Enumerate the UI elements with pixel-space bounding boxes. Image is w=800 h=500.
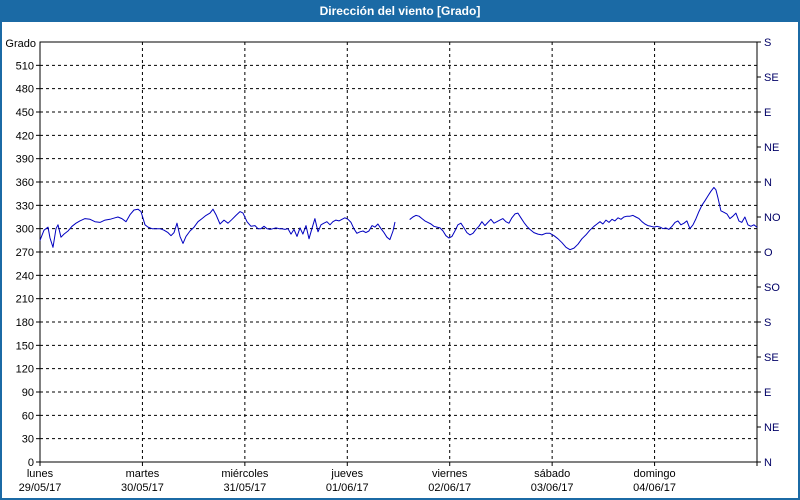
y-tick-label: 90 (22, 387, 34, 399)
x-date-label: 02/06/17 (428, 482, 471, 494)
compass-tick-label: N (764, 457, 772, 469)
compass-tick-label: NE (764, 422, 779, 434)
compass-tick-label: S (764, 317, 771, 329)
x-date-label: 29/05/17 (19, 482, 62, 494)
y-tick-label: 450 (16, 107, 34, 119)
y-axis-title: Grado (5, 38, 36, 50)
compass-tick-label: NO (764, 212, 781, 224)
x-day-label: viernes (432, 468, 468, 480)
compass-tick-label: SE (764, 352, 779, 364)
x-day-label: jueves (330, 468, 363, 480)
compass-tick-label: E (764, 387, 771, 399)
y-tick-label: 390 (16, 154, 34, 166)
chart-title: Dirección del viento [Grado] (319, 4, 481, 18)
x-day-label: martes (126, 468, 160, 480)
y-tick-label: 240 (16, 270, 34, 282)
y-tick-label: 150 (16, 340, 34, 352)
x-date-label: 04/06/17 (633, 482, 676, 494)
y-tick-label: 420 (16, 130, 34, 142)
compass-tick-label: N (764, 177, 772, 189)
compass-tick-label: O (764, 247, 773, 259)
y-tick-label: 330 (16, 200, 34, 212)
y-tick-label: 360 (16, 177, 34, 189)
y-tick-label: 180 (16, 317, 34, 329)
compass-tick-label: S (764, 37, 771, 49)
x-day-label: domingo (633, 468, 675, 480)
y-tick-label: 0 (28, 457, 34, 469)
data-series-line (39, 208, 396, 248)
x-date-label: 03/06/17 (531, 482, 574, 494)
x-day-label: lunes (27, 468, 54, 480)
compass-tick-label: SO (764, 282, 780, 294)
data-series-line (409, 186, 758, 251)
x-day-label: miércoles (221, 468, 269, 480)
compass-tick-label: NE (764, 142, 779, 154)
x-date-label: 31/05/17 (223, 482, 266, 494)
compass-tick-label: E (764, 107, 771, 119)
compass-tick-label: SE (764, 72, 779, 84)
plot-background (40, 42, 757, 462)
x-date-label: 30/05/17 (121, 482, 164, 494)
y-tick-label: 480 (16, 84, 34, 96)
wind-direction-chart: 0 30 60 90 120 150 180 210 240 270 300 330 360 390 420… (5, 37, 781, 494)
y-tick-label: 270 (16, 247, 34, 259)
y-tick-label: 510 (16, 60, 34, 72)
x-date-label: 01/06/17 (326, 482, 369, 494)
y-tick-label: 210 (16, 294, 34, 306)
y-tick-label: 300 (16, 224, 34, 236)
y-tick-label: 30 (22, 434, 34, 446)
y-tick-label: 60 (22, 410, 34, 422)
chart-area: 0 30 60 90 120 150 180 210 240 270 300 330 360 390 420… (2, 22, 798, 498)
x-day-label: sábado (534, 468, 570, 480)
window-title-bar: Dirección del viento [Grado] (2, 2, 798, 22)
y-tick-label: 120 (16, 364, 34, 376)
